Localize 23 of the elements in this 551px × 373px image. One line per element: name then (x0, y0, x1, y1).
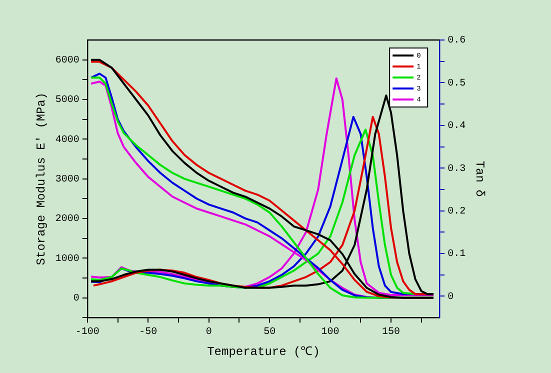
y-tick-label: 3000 (55, 174, 80, 186)
y2-tick-label: 0.1 (448, 249, 466, 260)
y-axis-title: Storage Modulus E' (MPa) (34, 92, 48, 266)
y2-tick-label: 0.3 (448, 164, 466, 175)
y-tick-label: 2000 (55, 214, 80, 226)
x-tick-label: 0 (206, 327, 212, 338)
x-axis-title: Temperature (℃) (207, 344, 320, 359)
x-tick-label: -100 (75, 327, 100, 338)
y2-tick-label: 0.2 (448, 206, 466, 218)
x-tick-label: 100 (321, 327, 340, 338)
y-tick-label: 5000 (55, 95, 80, 106)
y-tick-label: 6000 (55, 55, 80, 66)
y-tick-label: 0 (73, 293, 80, 304)
x-tick-label: 150 (382, 327, 400, 338)
y2-tick-label: 0 (448, 292, 454, 303)
y-tick-label: 1000 (55, 254, 80, 265)
y2-tick-label: 0.6 (448, 36, 466, 47)
y-tick-label: 4000 (55, 134, 80, 146)
x-tick-label: -50 (139, 327, 158, 338)
y2-axis-title: Tan δ (472, 160, 487, 197)
y2-tick-label: 0.4 (448, 121, 466, 132)
y2-tick-label: 0.5 (448, 78, 466, 90)
x-tick-label: 50 (264, 327, 276, 338)
